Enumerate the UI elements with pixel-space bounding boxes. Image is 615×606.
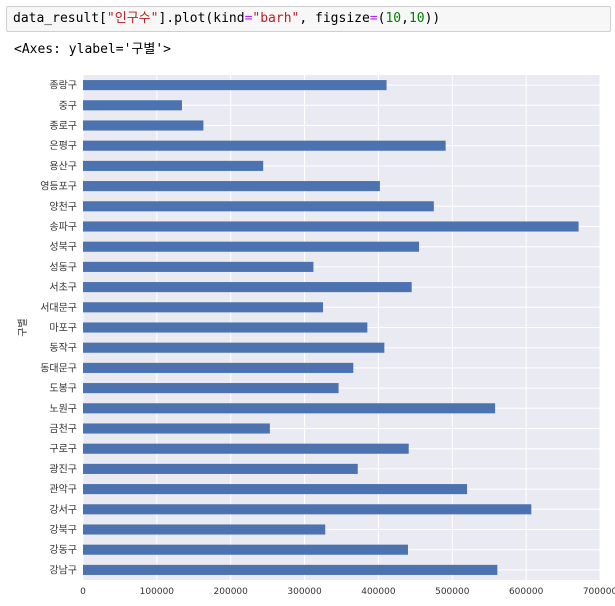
- y-tick-label: 마포구: [49, 322, 77, 334]
- y-tick-label: 강동구: [49, 544, 77, 556]
- y-tick-label: 성동구: [49, 261, 77, 273]
- bar-14: [83, 342, 385, 353]
- bar-1: [83, 80, 387, 91]
- bar-23: [83, 524, 326, 535]
- code-number-1: 10: [385, 11, 402, 26]
- bar-17: [83, 403, 496, 414]
- bar-3: [83, 120, 204, 131]
- bar-5: [83, 160, 264, 171]
- bar-6: [83, 181, 380, 192]
- code-operator-2: =: [369, 11, 378, 26]
- code-figsize: , figsize: [299, 11, 370, 26]
- bar-21: [83, 484, 468, 495]
- y-tick-label: 관악구: [49, 484, 77, 496]
- code-paren-close: )): [424, 11, 441, 26]
- x-tick-label: 100000: [140, 587, 175, 597]
- y-tick-label: 동작구: [49, 342, 77, 354]
- code-operator: =: [244, 11, 253, 26]
- y-tick-label: 서대문구: [40, 302, 77, 314]
- y-tick-label: 노원구: [49, 403, 77, 415]
- y-tick-label: 광진구: [49, 463, 77, 475]
- bar-15: [83, 362, 354, 373]
- bar-9: [83, 241, 420, 252]
- bar-2: [83, 100, 182, 111]
- bar-16: [83, 383, 339, 394]
- y-tick-label: 은평구: [49, 140, 77, 152]
- y-tick-label: 구로구: [49, 444, 77, 455]
- x-tick-label: 400000: [361, 587, 396, 597]
- bar-13: [83, 322, 368, 333]
- bar-18: [83, 423, 270, 434]
- bar-25: [83, 564, 498, 575]
- bar-12: [83, 302, 324, 313]
- x-tick-label: 0: [80, 587, 86, 597]
- y-axis-label: 구별: [17, 318, 29, 336]
- code-key-string: "인구수": [106, 11, 159, 26]
- bar-8: [83, 221, 579, 232]
- y-tick-label: 용산구: [49, 160, 77, 172]
- y-tick-label: 송파구: [49, 221, 77, 233]
- x-tick-label: 300000: [287, 587, 322, 597]
- cell-output-text: <Axes: ylabel='구별'>: [14, 42, 171, 57]
- y-tick-label: 종로구: [49, 120, 77, 132]
- code-comma: ,: [401, 11, 409, 26]
- code-kind-string: "barh": [252, 11, 300, 26]
- bar-7: [83, 201, 434, 212]
- y-tick-label: 동대문구: [40, 362, 77, 374]
- bar-20: [83, 463, 358, 474]
- bar-22: [83, 504, 532, 515]
- bar-24: [83, 544, 408, 555]
- y-tick-label: 종랑구: [49, 80, 77, 92]
- x-tick-label: 200000: [214, 587, 249, 597]
- code-method: ].plot(kind: [158, 11, 245, 26]
- bar-19: [83, 443, 409, 454]
- y-tick-label: 강북구: [49, 524, 77, 536]
- y-tick-label: 양천구: [49, 201, 77, 213]
- y-tick-label: 도봉구: [49, 383, 77, 395]
- code-number-2: 10: [408, 11, 425, 26]
- y-tick-label: 성북구: [49, 241, 77, 253]
- bar-4: [83, 140, 446, 151]
- y-tick-label: 강남구: [49, 564, 77, 576]
- y-tick-label: 영등포구: [40, 181, 77, 193]
- y-tick-label: 강서구: [49, 504, 77, 516]
- code-cell-input[interactable]: data_result["인구수"].plot(kind="barh", fig…: [6, 6, 611, 32]
- code-prefix: data_result[: [13, 11, 107, 26]
- x-tick-label: 600000: [509, 587, 544, 597]
- y-tick-label: 금천구: [49, 423, 77, 435]
- x-tick-label: 700000: [583, 587, 615, 597]
- x-tick-label: 500000: [435, 587, 470, 597]
- bar-10: [83, 261, 314, 272]
- code-paren-open: (: [377, 11, 386, 26]
- y-tick-label: 중구: [59, 100, 77, 112]
- y-tick-label: 서초구: [49, 282, 77, 294]
- bar-11: [83, 282, 412, 293]
